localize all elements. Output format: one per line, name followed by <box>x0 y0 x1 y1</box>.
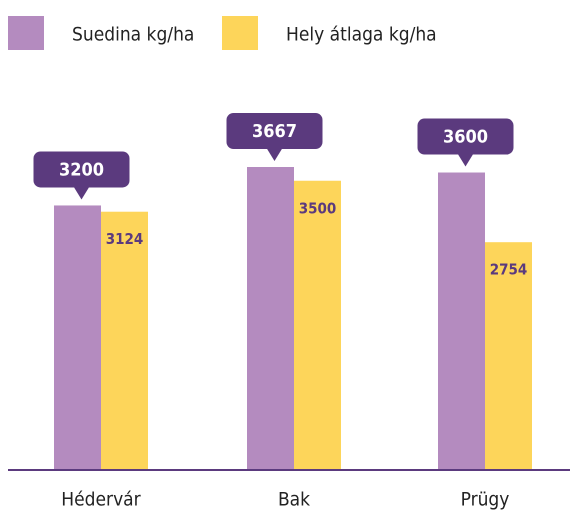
data-label: 3124 <box>106 230 144 248</box>
bar <box>54 205 101 469</box>
legend-label: Hely átlaga kg/ha <box>286 24 437 46</box>
data-label: 3600 <box>443 127 488 148</box>
data-label: 3667 <box>252 121 297 142</box>
legend-swatch <box>222 16 258 50</box>
bar <box>294 180 341 469</box>
bar <box>485 242 532 469</box>
callout-pointer <box>266 148 283 161</box>
x-tick-label: Prügy <box>461 489 510 511</box>
callout-box <box>226 113 323 149</box>
data-label: 3200 <box>59 159 104 180</box>
data-label: 3500 <box>299 199 337 217</box>
legend-label: Suedina kg/ha <box>72 24 194 46</box>
legend-swatch <box>8 16 44 50</box>
x-tick-label: Bak <box>278 489 310 511</box>
bar <box>438 172 485 469</box>
bar <box>247 167 294 469</box>
callout-pointer <box>457 153 474 167</box>
callout-pointer <box>73 186 90 200</box>
callout-box <box>33 151 130 188</box>
x-tick-label: Hédervár <box>61 489 141 511</box>
callout-box <box>417 118 514 155</box>
bar <box>101 211 148 469</box>
data-label: 2754 <box>490 261 528 279</box>
